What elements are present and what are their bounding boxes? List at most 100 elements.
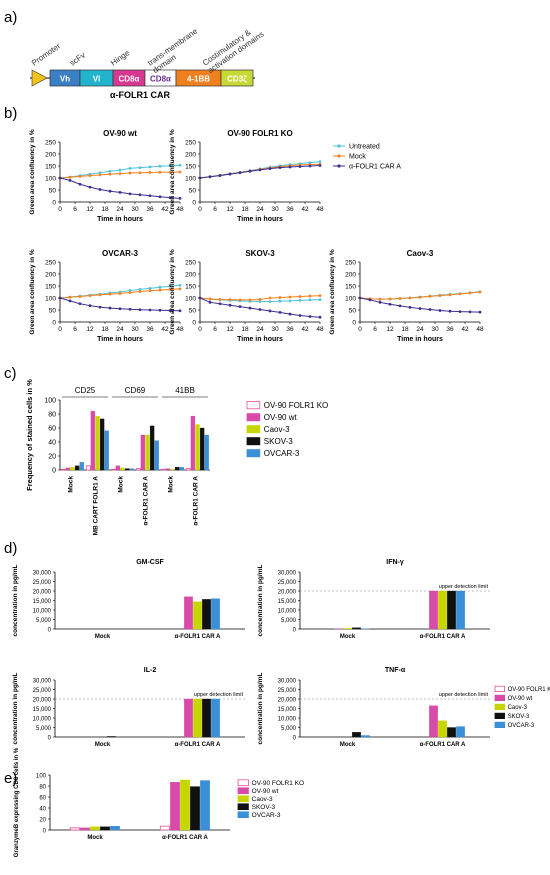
- bar: [190, 415, 196, 471]
- construct-annotation: Promoter: [30, 41, 62, 67]
- data-point: [68, 299, 72, 303]
- data-point: [298, 299, 302, 302]
- legend-label: Caov-3: [264, 425, 290, 434]
- x-tick-label: 48: [316, 206, 324, 213]
- bar: [343, 628, 352, 630]
- data-point: [68, 179, 72, 182]
- y-tick-label: 25,000: [33, 580, 52, 586]
- data-point: [138, 290, 142, 293]
- chart-title: SKOV-3: [245, 249, 275, 258]
- data-point: [298, 295, 302, 298]
- confluency-chart-b-ov90wt: OV-90 wt 0 50 100 150 200 250 0 6 12 18 24 30 36 42 48 T…: [29, 129, 184, 223]
- legend-label: OV-90 wt: [252, 788, 279, 795]
- panel-label-a: a): [4, 9, 17, 26]
- bar: [202, 698, 211, 738]
- bar: [204, 434, 209, 471]
- y-tick-label: 100: [185, 296, 196, 303]
- y-tick-label: 200: [185, 152, 196, 159]
- legend-swatch: [246, 401, 261, 410]
- data-point: [88, 174, 92, 178]
- bar: [65, 467, 71, 471]
- x-tick-label: 12: [386, 326, 394, 333]
- bar: [180, 779, 190, 831]
- x-tick-label: 24: [256, 206, 264, 213]
- data-point: [318, 315, 322, 319]
- legend-swatch: [494, 712, 506, 720]
- data-point: [128, 167, 132, 170]
- x-tick-label: 30: [271, 206, 279, 213]
- bar: [170, 469, 175, 471]
- bar: [90, 826, 100, 831]
- y-tick-label: 200: [45, 272, 56, 279]
- bar: [90, 411, 96, 471]
- legend-cell-lines: OV-90 FOLR1 KO OV-90 wt Caov-3 SKOV-3 OVCAR-…: [494, 685, 550, 729]
- data-point: [308, 294, 312, 298]
- bar: [438, 590, 447, 630]
- y-tick-label: 0: [352, 320, 356, 327]
- data-point: [98, 173, 102, 177]
- legend-swatch: [237, 787, 249, 795]
- bar: [107, 736, 116, 738]
- panel-c-activation-markers: 0 20 40 60 80 100 Frequency of stained cells i…: [25, 379, 328, 536]
- data-point: [148, 171, 152, 174]
- data-point: [108, 189, 112, 193]
- data-point: [208, 300, 212, 304]
- data-point: [438, 309, 442, 312]
- group-label: 41BB: [175, 386, 195, 395]
- group-label: CD25: [75, 386, 96, 395]
- category-label: Mock: [95, 634, 111, 640]
- x-tick-label: 48: [176, 326, 184, 333]
- y-tick-label: 200: [345, 272, 356, 279]
- data-point: [178, 309, 182, 313]
- data-point: [218, 302, 222, 306]
- legend-label: Untreated: [349, 144, 380, 151]
- data-point: [148, 165, 152, 169]
- data-point: [158, 288, 162, 292]
- legend-swatch: [237, 803, 249, 811]
- legend-marker: [337, 144, 341, 148]
- category-label: Mock: [87, 835, 103, 841]
- y-tick-label: 30,000: [278, 679, 297, 685]
- data-point: [158, 285, 162, 289]
- category-label: Mock: [95, 742, 111, 748]
- data-point: [218, 298, 222, 301]
- bar: [429, 590, 438, 630]
- data-point: [318, 164, 322, 167]
- category-label: MB CART FOLR1 A: [93, 476, 100, 536]
- legend-marker: [337, 154, 341, 158]
- data-point: [218, 174, 222, 178]
- chart-title: GM-CSF: [136, 559, 164, 566]
- bar: [165, 468, 171, 471]
- bar: [429, 705, 438, 738]
- data-point: [448, 293, 452, 297]
- data-point: [388, 297, 392, 301]
- y-tick-label: 25,000: [278, 688, 297, 694]
- bar: [184, 596, 193, 630]
- x-axis-label: Time in hours: [97, 216, 143, 223]
- data-point: [288, 295, 292, 299]
- data-point: [258, 298, 262, 301]
- bar: [70, 467, 75, 471]
- x-tick-label: 12: [86, 326, 94, 333]
- x-tick-label: 48: [316, 326, 324, 333]
- x-tick-label: 30: [271, 326, 279, 333]
- legend-label: OV-90 wt: [508, 696, 533, 702]
- y-tick-label: 50: [49, 188, 57, 195]
- y-tick-label: 30,000: [33, 679, 52, 685]
- bar: [80, 827, 90, 831]
- bar: [160, 468, 166, 471]
- legend-swatch: [237, 811, 249, 819]
- bar-chart-e-granzyme: 0 20 40 60 80 100 GranzymeB expressing CD8 cel…: [14, 747, 230, 857]
- data-point: [158, 170, 162, 174]
- y-tick-label: 10,000: [278, 717, 297, 723]
- y-tick-label: 250: [345, 260, 356, 267]
- data-point: [318, 160, 322, 164]
- y-tick-label: 250: [185, 140, 196, 147]
- legend-swatch: [246, 413, 261, 422]
- data-point: [168, 196, 172, 200]
- x-axis-label: Time in hours: [237, 336, 283, 343]
- series-line-2: [59, 177, 181, 199]
- y-tick-label: 100: [45, 296, 56, 303]
- x-tick-label: 12: [86, 206, 94, 213]
- data-point: [158, 195, 162, 199]
